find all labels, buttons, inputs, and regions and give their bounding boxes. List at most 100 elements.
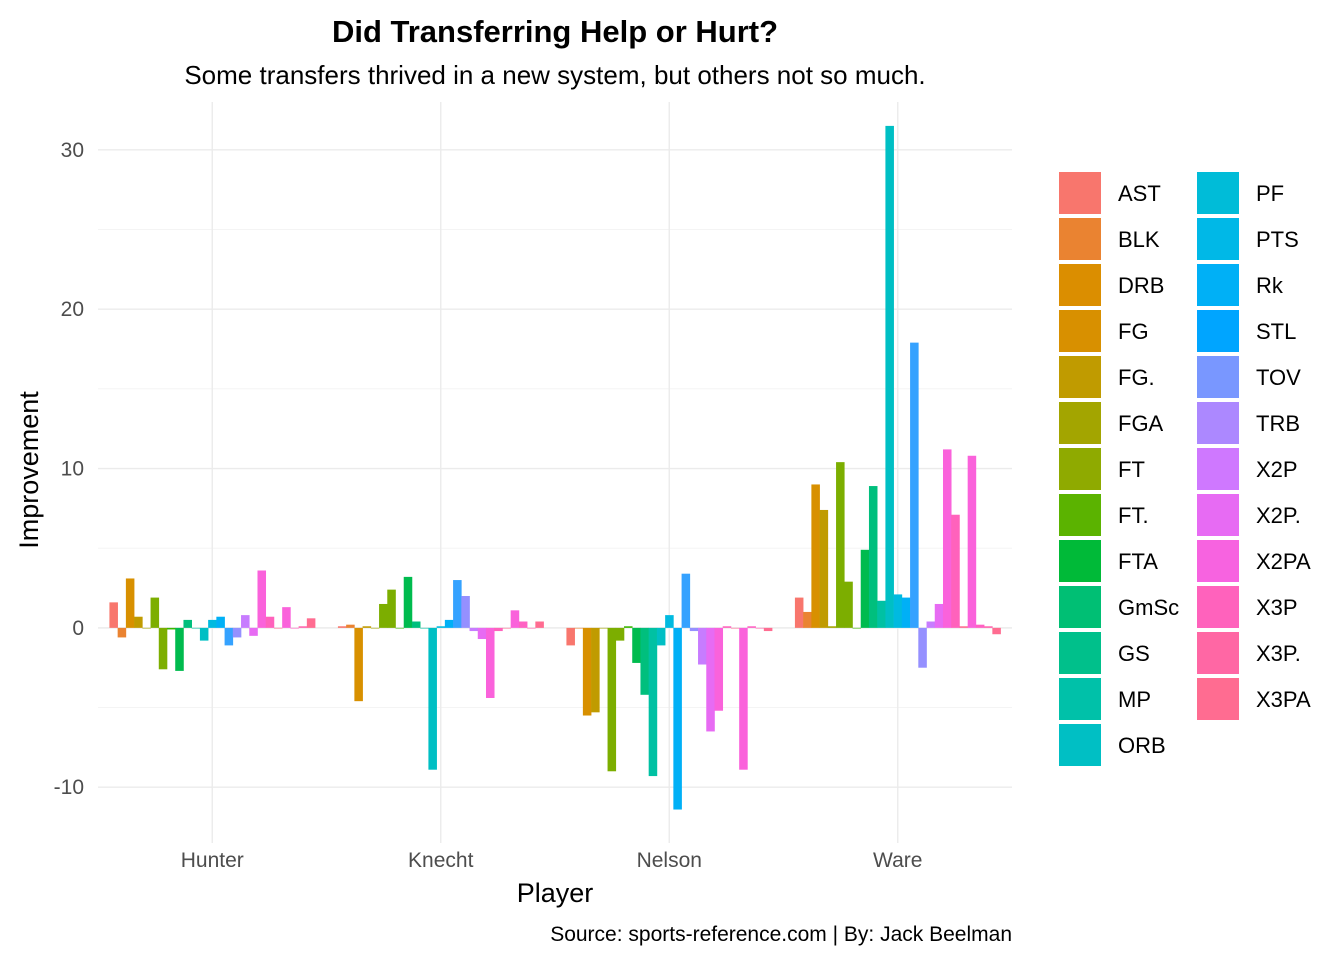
legend-swatch: [1059, 310, 1101, 352]
legend-swatch: [1197, 218, 1239, 260]
bar-knecht-blk: [346, 624, 355, 628]
grid-lines: [98, 102, 1012, 843]
bar-ware-ast: [794, 597, 804, 628]
bar-hunter-x2p: [265, 616, 275, 628]
bar-hunter-pf: [216, 616, 225, 628]
legend-label: X2P: [1256, 457, 1298, 482]
legend-swatch: [1059, 356, 1101, 398]
bar-hunter-blk: [117, 627, 127, 638]
bar-nelson-gmsc: [640, 627, 649, 695]
legend-swatch: [1059, 586, 1101, 628]
bar-ware-orb: [893, 594, 903, 628]
x-tick-label: Hunter: [181, 849, 244, 872]
bar-knecht-tov: [477, 627, 487, 640]
bar-nelson-orb: [665, 615, 674, 628]
legend-swatch: [1197, 356, 1239, 398]
bar-hunter-x3p: [290, 627, 299, 629]
y-tick-label: 30: [61, 139, 84, 162]
bar-knecht-trb: [485, 627, 495, 698]
bar-hunter-pts: [224, 627, 234, 646]
bar-knecht-rk: [461, 596, 470, 628]
bar-nelson-fga: [607, 627, 617, 772]
chart-caption: Source: sports-reference.com | By: Jack …: [550, 923, 1012, 946]
bar-nelson-pf: [673, 627, 682, 810]
legend-swatch: [1059, 402, 1101, 444]
bar-knecht-x3p: [518, 621, 528, 628]
bar-ware-x2p-pct: [959, 626, 968, 628]
legend-swatch: [1197, 632, 1239, 674]
bar-nelson-rk: [689, 627, 699, 632]
bar-ware-fg: [819, 509, 829, 628]
legend-swatch: [1059, 172, 1101, 214]
bar-hunter-drb: [125, 578, 135, 628]
legend-swatch: [1059, 218, 1101, 260]
legend-swatch: [1197, 494, 1239, 536]
bar-nelson-x3pa: [763, 627, 773, 632]
bar-hunter-x2p-pct: [273, 627, 283, 629]
bar-hunter-tov: [249, 627, 258, 636]
bar-hunter-ast: [109, 602, 118, 628]
x-axis-title: Player: [517, 878, 594, 908]
legend-swatch: [1197, 264, 1239, 306]
bar-nelson-tov: [706, 627, 715, 732]
bar-nelson-pts: [681, 573, 691, 628]
bar-knecht-pts: [453, 580, 462, 628]
bar-nelson-blk: [574, 627, 584, 629]
bar-ware-ft: [844, 581, 853, 628]
legend-label: TRB: [1256, 411, 1300, 436]
bar-hunter-mp: [199, 627, 209, 641]
bar-nelson-ft-pct: [624, 626, 633, 628]
bar-ware-pf: [901, 597, 911, 628]
bar-nelson-x3p: [747, 626, 756, 628]
bar-hunter-fg: [134, 616, 143, 628]
bar-knecht-fg-pct: [370, 627, 380, 629]
bar-hunter-gs: [191, 627, 201, 629]
chart-subtitle: Some transfers thrived in a new system, …: [184, 60, 925, 90]
bar-hunter-x3pa: [306, 618, 316, 628]
bar-ware-rk: [918, 627, 927, 668]
bar-ware-x2pa: [967, 455, 977, 628]
bar-knecht-pf: [444, 619, 454, 628]
bar-nelson-mp: [656, 627, 666, 646]
legend-swatch: [1197, 448, 1239, 490]
bar-knecht-gmsc: [411, 621, 421, 628]
bar-ware-x3pa: [992, 627, 1001, 635]
bar-nelson-fta: [632, 627, 641, 663]
bar-knecht-x3p-pct: [527, 627, 536, 629]
legend-label: GS: [1118, 641, 1150, 666]
bars-group: [109, 125, 1001, 810]
x-axis-ticks: Hunter Knecht Nelson Ware: [181, 849, 923, 872]
bar-knecht-orb: [436, 626, 446, 628]
bar-hunter-ft: [158, 627, 168, 670]
legend-label: X2P.: [1256, 503, 1301, 528]
bar-hunter-gmsc: [183, 619, 192, 628]
legend-label: PTS: [1256, 227, 1299, 252]
bar-knecht-fg: [362, 626, 372, 628]
bar-knecht-ast: [337, 626, 347, 628]
legend: AST BLK DRB FG FG. FGA FT FT. FTA GmSc GS MP ORB PF PT…: [1059, 172, 1311, 766]
x-tick-label: Knecht: [408, 849, 474, 872]
bar-knecht-ft: [387, 589, 396, 628]
legend-label: X3P.: [1256, 641, 1301, 666]
bar-hunter-orb: [208, 619, 217, 628]
legend-label: BLK: [1118, 227, 1160, 252]
bar-knecht-x2p: [494, 627, 503, 632]
legend-label: DRB: [1118, 273, 1164, 298]
bar-hunter-fga: [150, 597, 160, 628]
legend-label: ORB: [1118, 733, 1166, 758]
bar-ware-x2p: [951, 514, 960, 628]
bar-knecht-drb: [354, 627, 363, 702]
bar-knecht-stl: [469, 627, 479, 632]
legend-swatch: [1059, 632, 1101, 674]
bar-knecht-fga: [379, 603, 388, 628]
legend-swatch: [1197, 402, 1239, 444]
bar-knecht-x2pa: [510, 610, 520, 628]
legend-label: Rk: [1256, 273, 1284, 298]
bar-hunter-rk: [232, 627, 242, 638]
bar-nelson-x2p-pct: [730, 627, 740, 629]
legend-label: FTA: [1118, 549, 1158, 574]
legend-swatch: [1059, 264, 1101, 306]
bar-hunter-stl: [241, 615, 250, 628]
bar-ware-x3p-pct: [984, 626, 993, 628]
